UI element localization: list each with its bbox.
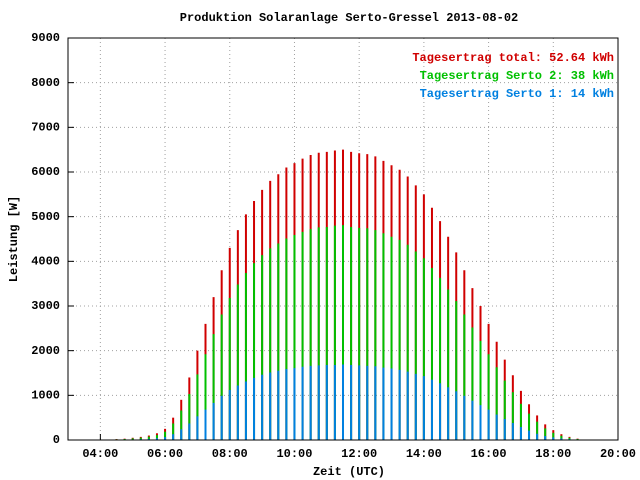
x-tick-label: 16:00: [471, 447, 507, 461]
x-tick-label: 06:00: [147, 447, 183, 461]
y-tick-label: 5000: [31, 210, 60, 224]
y-tick-label: 6000: [31, 165, 60, 179]
legend-entry: Tagesertrag Serto 2: 38 kWh: [420, 69, 614, 83]
y-tick-label: 1000: [31, 389, 60, 403]
x-tick-label: 18:00: [535, 447, 571, 461]
chart-title: Produktion Solaranlage Serto-Gressel 201…: [180, 11, 518, 25]
legend-entry: Tagesertrag total: 52.64 kWh: [412, 51, 614, 65]
y-tick-label: 8000: [31, 76, 60, 90]
x-tick-label: 12:00: [341, 447, 377, 461]
y-tick-label: 3000: [31, 299, 60, 313]
y-tick-label: 7000: [31, 121, 60, 135]
plot-border: [67, 37, 619, 441]
y-tick-label: 0: [53, 433, 60, 447]
legend-entry: Tagesertrag Serto 1: 14 kWh: [420, 87, 614, 101]
x-tick-label: 10:00: [276, 447, 312, 461]
y-tick-label: 4000: [31, 255, 60, 269]
x-tick-label: 20:00: [600, 447, 636, 461]
x-tick-label: 14:00: [406, 447, 442, 461]
x-tick-label: 08:00: [212, 447, 248, 461]
x-axis-label: Zeit (UTC): [313, 465, 385, 479]
x-tick-label: 04:00: [82, 447, 118, 461]
y-axis-label: Leistung [W]: [7, 196, 21, 282]
y-tick-label: 9000: [31, 31, 60, 45]
y-tick-label: 2000: [31, 344, 60, 358]
